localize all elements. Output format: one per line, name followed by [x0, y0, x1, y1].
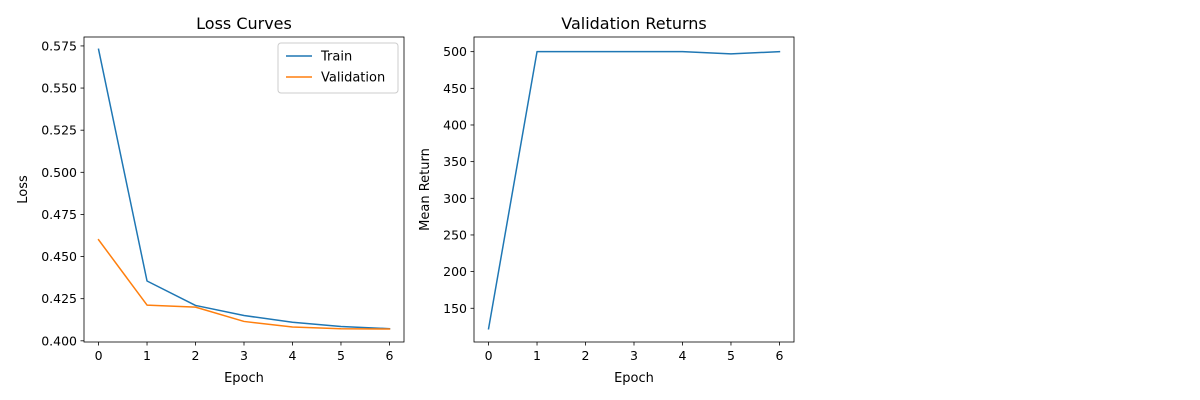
- y-tick-label: 0.475: [41, 207, 77, 222]
- y-tick-label: 0.400: [41, 333, 77, 348]
- x-tick-label: 2: [192, 348, 200, 363]
- x-tick-label: 4: [289, 348, 297, 363]
- y-axis-label: Loss: [16, 175, 31, 204]
- y-tick-label: 0.550: [41, 81, 77, 96]
- y-tick-label: 0.575: [41, 38, 77, 53]
- y-tick-label: 450: [443, 81, 467, 96]
- x-tick-label: 1: [533, 348, 541, 363]
- x-tick-label: 5: [337, 348, 345, 363]
- x-tick-label: 3: [630, 348, 638, 363]
- chart-panel-1: Loss Curves 0 1 2 3 4 5 6 0.400 0.425 0.450 0.475 0.…: [16, 14, 405, 386]
- y-axis-label: Mean Return: [418, 148, 433, 231]
- x-tick-label: 4: [679, 348, 687, 363]
- y-tick-label: 150: [443, 301, 467, 316]
- chart-title: Loss Curves: [196, 14, 292, 33]
- y-tick-label: 500: [443, 44, 467, 59]
- y-tick-label: 0.450: [41, 249, 77, 264]
- y-tick-label: 0.425: [41, 291, 77, 306]
- y-tick-label: 200: [443, 264, 467, 279]
- series-line-1: [487, 50, 781, 330]
- axes-frame: [473, 36, 795, 343]
- x-tick-label: 6: [385, 348, 393, 363]
- legend-label-validation: Validation: [321, 71, 385, 86]
- series-line-validation: [97, 238, 391, 330]
- x-axis-label: Epoch: [614, 371, 654, 386]
- x-tick-label: 0: [95, 348, 103, 363]
- chart-panel-2: Validation Returns 0 1 2 3 4 5 6 150 200 250 300 350…: [418, 14, 795, 386]
- x-tick-label: 2: [582, 348, 590, 363]
- x-tick-label: 1: [143, 348, 151, 363]
- y-tick-label: 0.500: [41, 165, 77, 180]
- legend: Train Validation: [277, 42, 399, 94]
- chart-title: Validation Returns: [561, 14, 707, 33]
- x-tick-label: 0: [485, 348, 493, 363]
- y-tick-label: 350: [443, 154, 467, 169]
- series-line-train: [97, 48, 391, 330]
- x-tick-label: 6: [775, 348, 783, 363]
- y-tick-label: 0.525: [41, 123, 77, 138]
- y-tick-label: 250: [443, 227, 467, 242]
- y-tick-label: 400: [443, 117, 467, 132]
- y-tick-label: 300: [443, 191, 467, 206]
- legend-label-train: Train: [320, 50, 352, 65]
- x-tick-label: 5: [727, 348, 735, 363]
- x-tick-label: 3: [240, 348, 248, 363]
- x-axis-label: Epoch: [224, 371, 264, 386]
